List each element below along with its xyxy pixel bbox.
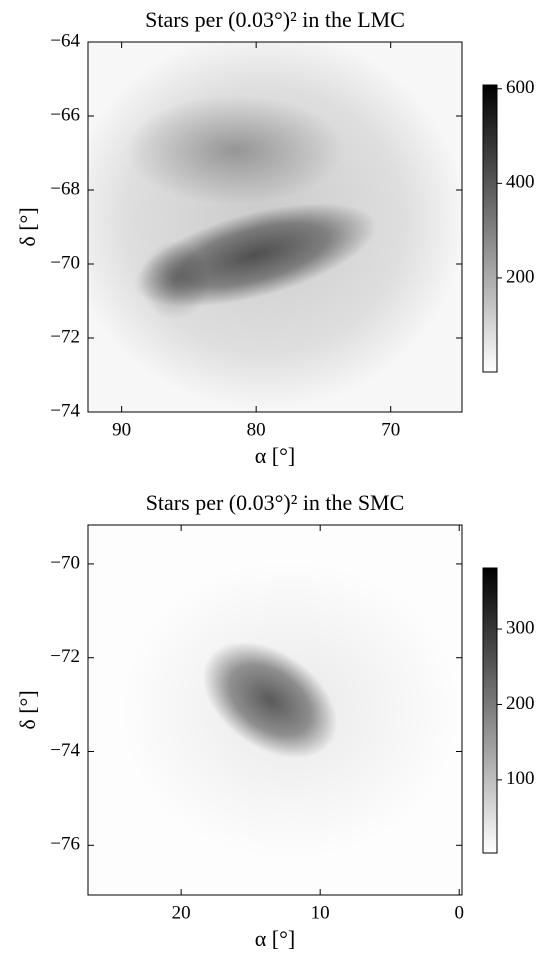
y-axis-label: δ [°] xyxy=(15,207,40,246)
colorbar-tick-label: 600 xyxy=(506,77,535,98)
colorbar-tick-label: 100 xyxy=(506,768,535,789)
y-tick-label: −70 xyxy=(50,252,80,273)
y-tick-label: −64 xyxy=(50,30,80,51)
y-tick-label: −76 xyxy=(50,834,80,855)
colorbar-tick-label: 200 xyxy=(506,693,535,714)
y-axis-label: δ [°] xyxy=(15,690,40,729)
colorbar-tick-label: 300 xyxy=(506,617,535,638)
y-tick-label: −74 xyxy=(50,740,80,761)
y-tick-label: −72 xyxy=(50,646,80,667)
colorbar-tick-label: 200 xyxy=(506,266,535,287)
x-tick-label: 20 xyxy=(172,902,191,923)
x-tick-label: 80 xyxy=(247,419,266,440)
colorbar xyxy=(482,84,498,373)
x-tick-label: 0 xyxy=(454,902,464,923)
y-tick-label: −66 xyxy=(50,104,80,125)
y-tick-label: −70 xyxy=(50,552,80,573)
y-tick-label: −74 xyxy=(50,400,80,421)
plot-frame xyxy=(87,524,463,896)
x-tick-label: 10 xyxy=(311,902,330,923)
x-axis-label: α [°] xyxy=(255,443,295,468)
x-tick-label: 70 xyxy=(381,419,400,440)
chart-title: Stars per (0.03°)² in the LMC xyxy=(145,7,405,32)
x-axis-label: α [°] xyxy=(255,926,295,951)
y-tick-label: −72 xyxy=(50,326,80,347)
colorbar xyxy=(482,567,498,854)
colorbar-tick-label: 400 xyxy=(506,172,535,193)
y-tick-label: −68 xyxy=(50,178,80,199)
x-tick-label: 90 xyxy=(112,419,131,440)
density-image xyxy=(88,525,462,895)
plot-frame xyxy=(87,41,463,413)
density-image xyxy=(88,42,462,412)
chart-title: Stars per (0.03°)² in the SMC xyxy=(146,490,405,515)
